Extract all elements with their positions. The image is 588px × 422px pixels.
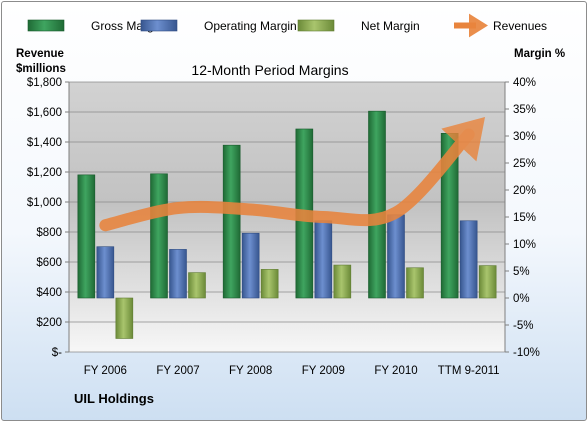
right-tick-label: 10% bbox=[513, 239, 536, 251]
net-margin-bar bbox=[188, 272, 206, 299]
x-category-label: FY 2009 bbox=[302, 365, 345, 377]
right-tick-label: 20% bbox=[513, 185, 536, 197]
x-category-label: FY 2007 bbox=[156, 365, 199, 377]
operating-margin-bar bbox=[241, 232, 260, 299]
left-tick-label: $400 bbox=[36, 287, 62, 299]
right-axis-ticks: -10% -5% 0% 5% 10% 15% 20% 25% 30% 35% 40% bbox=[505, 77, 540, 359]
left-axis-ticks: $- $200 $400 $600 $800 $1,000 $1,200 $1,400 $1,6… bbox=[27, 77, 69, 359]
operating-margin-bar bbox=[169, 249, 187, 299]
net-margin-bar bbox=[333, 264, 352, 299]
company-label: UIL Holdings bbox=[74, 391, 154, 406]
legend-operating-margin-swatch bbox=[140, 19, 178, 32]
legend-net-margin-label: Net Margin bbox=[361, 19, 420, 33]
operating-margin-bar bbox=[459, 220, 478, 299]
x-category-label: FY 2010 bbox=[374, 365, 417, 377]
left-axis-title-line1: Revenue bbox=[16, 48, 64, 60]
right-tick-label: 5% bbox=[513, 266, 530, 278]
right-tick-label: 35% bbox=[513, 104, 536, 116]
gross-margin-bar bbox=[368, 110, 386, 299]
right-tick-label: -5% bbox=[513, 320, 533, 332]
left-tick-label: $1,600 bbox=[27, 107, 62, 119]
net-margin-bar bbox=[478, 265, 497, 299]
left-tick-label: $1,400 bbox=[27, 137, 62, 149]
right-tick-label: 0% bbox=[513, 293, 530, 305]
net-margin-bar bbox=[406, 267, 424, 299]
right-axis-title: Margin % bbox=[514, 48, 565, 60]
left-tick-label: $800 bbox=[36, 227, 62, 239]
gross-margin-bar bbox=[150, 173, 168, 299]
left-tick-label: $1,000 bbox=[27, 197, 62, 209]
left-tick-label: $1,200 bbox=[27, 167, 62, 179]
x-category-label: FY 2006 bbox=[84, 365, 127, 377]
chart-title: 12-Month Period Margins bbox=[191, 62, 348, 78]
operating-margin-bar bbox=[96, 246, 115, 299]
x-category-label: TTM 9-2011 bbox=[438, 365, 500, 377]
legend-gross-margin-swatch bbox=[27, 19, 65, 32]
x-axis-ticks: FY 2006 FY 2007 FY 2008 FY 2009 FY 2010 TTM 9… bbox=[84, 365, 500, 377]
right-tick-label: 25% bbox=[513, 158, 536, 170]
legend-operating-margin-label: Operating Margin bbox=[204, 19, 297, 33]
right-tick-label: 30% bbox=[513, 131, 536, 143]
revenue-line bbox=[99, 116, 486, 232]
left-tick-label: $1,800 bbox=[27, 77, 62, 89]
gross-margin-bar bbox=[77, 174, 96, 299]
left-tick-label: $200 bbox=[36, 317, 62, 329]
left-axis-title-line2: $millions bbox=[16, 63, 66, 75]
net-margin-bar bbox=[260, 269, 279, 299]
net-margin-bar bbox=[115, 297, 134, 339]
gross-margin-bar bbox=[222, 144, 241, 299]
operating-margin-bar bbox=[314, 220, 333, 299]
right-tick-label: 15% bbox=[513, 212, 536, 224]
left-tick-label: $600 bbox=[36, 257, 62, 269]
legend: Gross Margin Operating Margin Net Margin Re… bbox=[27, 13, 547, 38]
right-tick-label: -10% bbox=[513, 347, 540, 359]
legend-revenues-label: Revenues bbox=[493, 19, 547, 33]
left-tick-label: $- bbox=[52, 347, 62, 359]
bar-series bbox=[77, 110, 497, 339]
legend-net-margin-swatch bbox=[297, 19, 335, 32]
revenue-series bbox=[99, 116, 486, 232]
x-category-label: FY 2008 bbox=[229, 365, 272, 377]
operating-margin-bar bbox=[387, 214, 405, 299]
right-tick-label: 40% bbox=[513, 77, 536, 89]
